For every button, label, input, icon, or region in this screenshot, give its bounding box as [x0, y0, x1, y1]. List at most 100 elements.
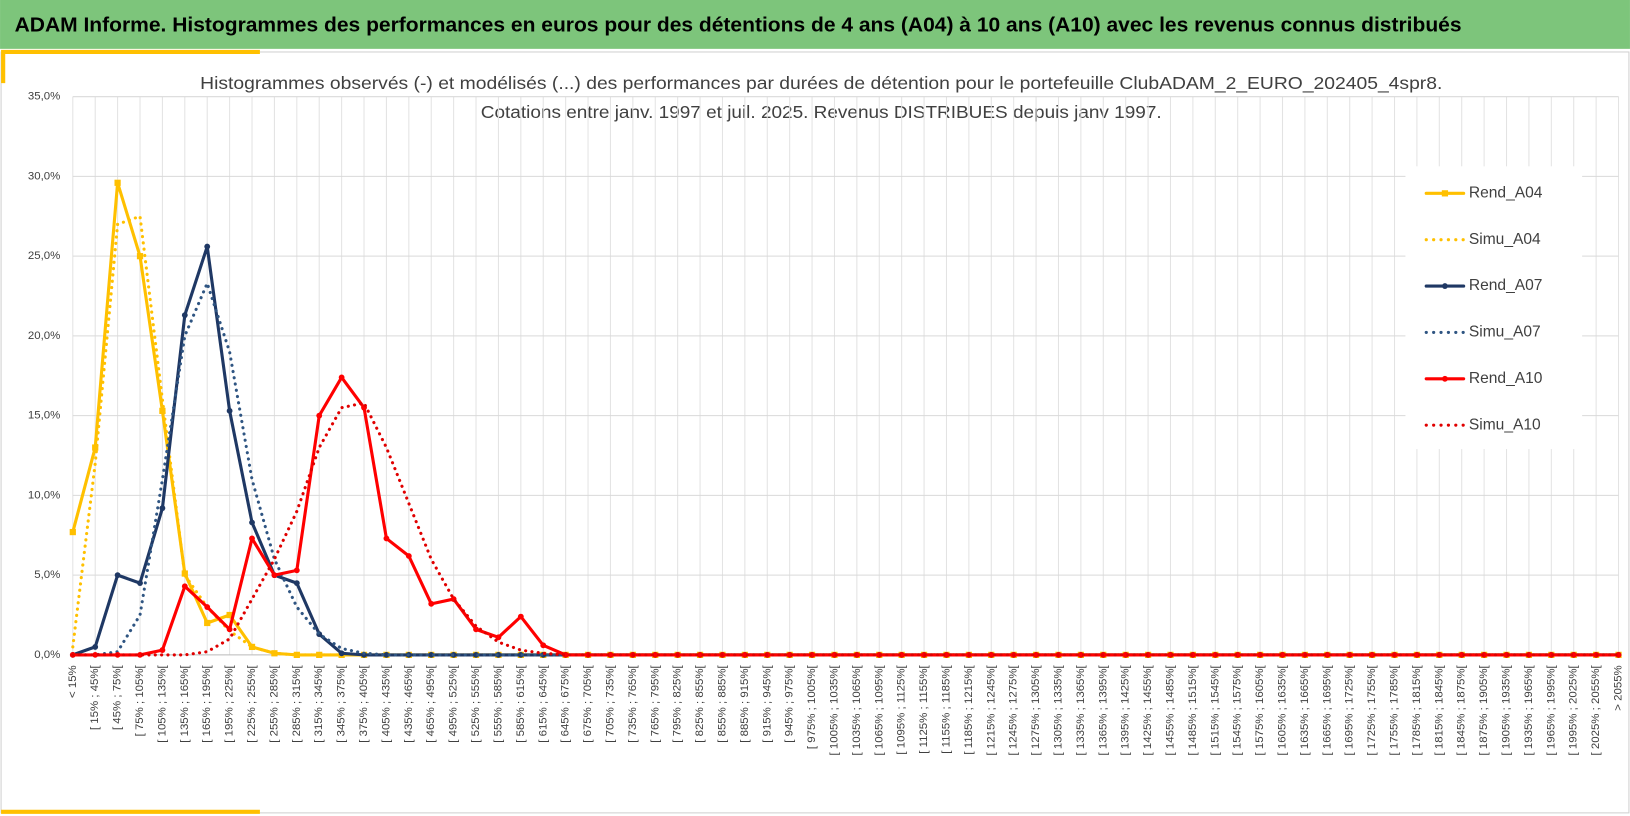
legend-label: Simu_A10 — [1469, 416, 1541, 433]
x-tick-label: [ 1185% ; 1215%[ — [963, 664, 975, 754]
x-tick-label: [ 1515% ; 1545%[ — [1209, 664, 1221, 755]
marker — [1369, 651, 1376, 658]
marker — [517, 613, 524, 620]
marker — [69, 528, 76, 536]
y-tick-label: 0,0% — [34, 649, 60, 661]
x-tick-label: [ 585% ; 615%[ — [515, 664, 527, 742]
x-tick-label: [ 1365% ; 1395%[ — [1097, 664, 1109, 755]
x-tick-label: [ 135% ; 165%[ — [179, 664, 191, 742]
x-tick-label: [ 1125% ; 1155%[ — [918, 664, 930, 753]
x-tick-label: [ 825% ; 855%[ — [694, 664, 706, 742]
marker — [898, 651, 905, 658]
x-tick-label: [ 555% ; 585%[ — [492, 664, 504, 742]
marker — [1324, 651, 1331, 658]
marker — [204, 604, 211, 610]
x-tick-label: [ 1965% ; 1995%[ — [1545, 664, 1557, 755]
marker — [204, 619, 211, 627]
marker — [226, 626, 233, 633]
legend-label: Rend_A07 — [1469, 277, 1543, 294]
marker — [338, 650, 345, 657]
x-tick-label: [ 105% ; 135%[ — [156, 664, 168, 742]
marker — [137, 580, 143, 587]
x-tick-label: [ 1395% ; 1425%[ — [1120, 664, 1132, 755]
marker — [786, 651, 793, 658]
marker — [136, 253, 144, 260]
marker — [652, 651, 659, 658]
marker — [226, 407, 233, 414]
x-tick-label: [ 1275% ; 1305%[ — [1030, 664, 1042, 755]
x-tick-label: [ 915% ; 945%[ — [761, 664, 773, 742]
marker — [607, 651, 614, 658]
x-tick-label: [ 15% ; 45%[ — [89, 664, 101, 730]
x-tick-label: [ 1935% ; 1965%[ — [1523, 664, 1535, 755]
x-tick-label: [ 645% ; 675%[ — [560, 664, 572, 742]
x-tick-label: [ 885% ; 915%[ — [739, 664, 751, 742]
x-tick-label: [ 1635% ; 1665%[ — [1299, 664, 1311, 755]
x-tick-label: [ 1245% ; 1275%[ — [1008, 664, 1020, 755]
marker — [988, 651, 995, 658]
marker — [383, 535, 390, 542]
x-tick-label: [ 1545% ; 1575%[ — [1232, 664, 1244, 755]
banner — [0, 0, 1630, 49]
x-tick-label: [ 255% ; 285%[ — [268, 664, 280, 742]
legend-box — [1405, 166, 1583, 450]
x-tick-label: [ 1785% ; 1815%[ — [1411, 664, 1423, 755]
x-tick-label: [ 315% ; 345%[ — [313, 664, 325, 742]
x-tick-label: [ 945% ; 975%[ — [784, 664, 796, 742]
marker — [1458, 651, 1465, 658]
x-tick-label: [ 2025% ; 2055%[ — [1590, 664, 1602, 755]
legend-label: Simu_A07 — [1469, 324, 1541, 341]
marker — [181, 312, 188, 319]
marker — [1033, 651, 1039, 658]
x-tick-label: [ 375% ; 405%[ — [358, 664, 370, 742]
x-tick-label: [ 1095% ; 1125%[ — [896, 664, 908, 754]
x-tick-label: [ 1875% ; 1905%[ — [1478, 664, 1490, 755]
y-tick-label: 5,0% — [34, 569, 60, 581]
marker — [1122, 651, 1129, 658]
marker — [92, 643, 99, 650]
x-tick-label: > 2055% — [1613, 665, 1625, 710]
marker — [697, 651, 703, 658]
y-tick-label: 25,0% — [28, 250, 60, 262]
marker — [1413, 651, 1420, 658]
x-tick-label: [ 435% ; 465%[ — [403, 664, 415, 742]
marker — [428, 651, 435, 658]
legend-marker — [1442, 283, 1448, 289]
x-tick-label: [ 1455% ; 1485%[ — [1165, 664, 1177, 755]
x-tick-label: [ 1425% ; 1455%[ — [1142, 664, 1154, 755]
x-tick-label: [ 1695% ; 1725%[ — [1344, 664, 1356, 755]
x-tick-label: [ 1815% ; 1845%[ — [1433, 664, 1445, 755]
x-tick-label: [ 465% ; 495%[ — [425, 664, 437, 742]
x-tick-label: [ 615% ; 645%[ — [537, 664, 549, 742]
x-tick-label: [ 1005% ; 1035%[ — [828, 664, 840, 755]
x-tick-label: [ 1755% ; 1785%[ — [1389, 664, 1401, 755]
marker — [137, 651, 143, 658]
x-tick-label: [ 1665% ; 1695%[ — [1321, 664, 1333, 755]
x-tick-label: [ 75% ; 105%[ — [134, 664, 146, 736]
marker — [383, 651, 390, 658]
chart-title: Histogrammes observés (-) et modélisés (… — [200, 73, 1442, 94]
marker — [248, 643, 256, 651]
x-tick-label: [ 45% ; 75%[ — [112, 664, 124, 730]
x-tick-label: [ 1725% ; 1755%[ — [1366, 664, 1378, 755]
marker — [293, 567, 300, 574]
legend-label: Rend_A10 — [1469, 370, 1543, 387]
marker — [293, 580, 300, 587]
x-tick-label: [ 1305% ; 1335%[ — [1052, 664, 1064, 755]
x-tick-label: [ 1575% ; 1605%[ — [1254, 664, 1266, 755]
marker — [181, 583, 188, 590]
marker — [1615, 651, 1622, 658]
marker — [1279, 651, 1286, 658]
marker — [540, 642, 547, 649]
legend-marker — [1442, 375, 1448, 382]
y-tick-label: 10,0% — [28, 489, 60, 501]
series-line — [71, 401, 1621, 657]
x-tick-label: [ 1905% ; 1935%[ — [1501, 664, 1513, 755]
marker — [226, 611, 233, 619]
x-tick-label: [ 225% ; 255%[ — [246, 664, 258, 742]
chart-title: Cotations entre janv. 1997 et juil. 2025… — [481, 102, 1162, 122]
marker — [428, 600, 435, 607]
x-tick-label: [ 1215% ; 1245%[ — [985, 664, 997, 755]
marker — [204, 243, 211, 250]
